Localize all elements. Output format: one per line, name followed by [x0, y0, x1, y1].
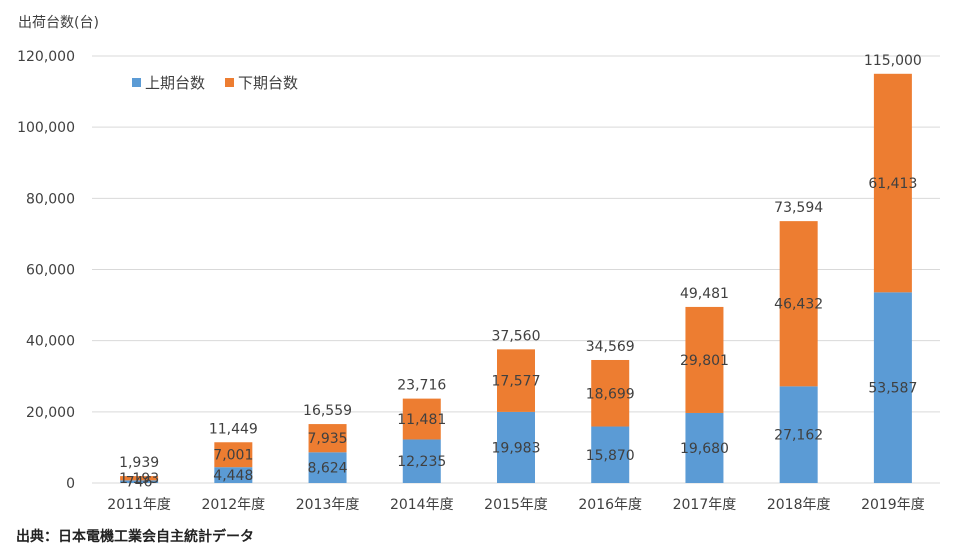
data-label-first-half: 746 — [126, 475, 153, 491]
x-tick-label: 2018年度 — [767, 497, 831, 513]
y-tick-label: 60,000 — [26, 263, 75, 279]
legend-swatch-series-1 — [225, 78, 235, 87]
total-label: 34,569 — [586, 339, 635, 355]
bar-segment-second-half — [873, 73, 912, 293]
bar-segment-second-half — [779, 221, 818, 387]
data-label-second-half: 7,001 — [213, 448, 253, 464]
data-label-second-half: 17,577 — [492, 374, 541, 390]
data-label-first-half: 19,680 — [680, 441, 729, 457]
data-label-second-half: 1,193 — [119, 471, 159, 487]
bar-segment-second-half — [402, 398, 441, 440]
legend-label-series-1: 下期台数 — [238, 74, 299, 92]
x-tick-label: 2011年度 — [107, 497, 171, 513]
x-tick-label: 2015年度 — [484, 497, 548, 513]
data-label-second-half: 18,699 — [586, 386, 635, 402]
data-label-first-half: 53,587 — [868, 381, 917, 397]
x-tick-label: 2017年度 — [673, 497, 737, 513]
y-tick-label: 120,000 — [17, 49, 75, 65]
bar-segment-first-half — [214, 467, 253, 483]
data-label-first-half: 4,448 — [213, 468, 253, 484]
x-tick-label: 2014年度 — [390, 497, 454, 513]
total-label: 23,716 — [397, 378, 446, 394]
bar-segment-first-half — [120, 480, 159, 483]
legend-label-series-0: 上期台数 — [145, 74, 206, 92]
data-label-second-half: 7,935 — [308, 431, 348, 447]
bar-segment-first-half — [497, 411, 535, 483]
data-label-first-half: 8,624 — [308, 461, 348, 477]
x-tick-label: 2016年度 — [578, 497, 642, 513]
bar-segment-second-half — [497, 349, 535, 412]
total-label: 73,594 — [774, 200, 823, 216]
bar-segment-second-half — [120, 476, 159, 481]
data-label-first-half: 15,870 — [586, 448, 635, 464]
bar-segment-second-half — [214, 442, 253, 468]
legend-item-series-1: 下期台数 — [225, 72, 298, 93]
bar-segment-first-half — [873, 292, 912, 483]
bar-segment-second-half — [308, 424, 347, 453]
bar-segment-first-half — [685, 412, 724, 483]
total-label: 115,000 — [864, 53, 922, 69]
y-tick-label: 100,000 — [17, 120, 75, 136]
y-tick-label: 20,000 — [26, 405, 75, 421]
y-axis-title: 出荷台数(台) — [18, 15, 99, 31]
data-label-second-half: 11,481 — [397, 412, 446, 428]
legend-item-series-0: 上期台数 — [132, 72, 205, 93]
bar-segment-first-half — [779, 386, 818, 483]
data-label-first-half: 27,162 — [774, 428, 823, 444]
bar-segment-first-half — [402, 439, 441, 483]
bar-segment-first-half — [308, 452, 347, 483]
bar-segment-first-half — [591, 426, 630, 483]
data-label-second-half: 29,801 — [680, 353, 729, 369]
x-tick-label: 2013年度 — [296, 497, 360, 513]
source-note: 出典：日本電機工業会自主統計データ — [16, 529, 254, 545]
total-label: 1,939 — [119, 455, 159, 471]
data-label-first-half: 12,235 — [397, 454, 446, 470]
total-label: 49,481 — [680, 286, 729, 302]
x-tick-label: 2012年度 — [202, 497, 266, 513]
data-label-second-half: 46,432 — [774, 297, 823, 313]
bar-segment-second-half — [685, 306, 724, 413]
total-label: 37,560 — [492, 328, 541, 344]
legend-swatch-series-0 — [132, 78, 141, 87]
total-label: 16,559 — [303, 403, 352, 419]
x-tick-label: 2019年度 — [861, 497, 925, 513]
bar-segment-second-half — [591, 359, 630, 427]
y-tick-label: 0 — [66, 476, 75, 492]
y-tick-label: 40,000 — [26, 334, 75, 350]
y-tick-label: 80,000 — [26, 191, 75, 207]
total-label: 11,449 — [209, 421, 258, 437]
data-label-second-half: 61,413 — [868, 176, 917, 192]
legend: 上期台数 下期台数 — [132, 72, 298, 93]
data-label-first-half: 19,983 — [492, 440, 541, 456]
